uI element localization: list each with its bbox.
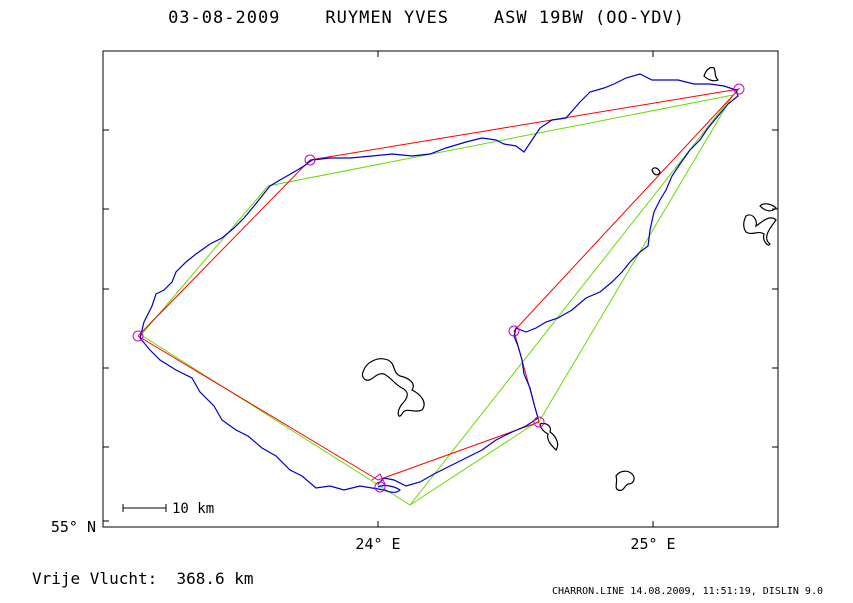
turnpoints bbox=[132, 83, 745, 493]
declared-route bbox=[140, 94, 735, 506]
map-frame bbox=[102, 50, 779, 528]
lake-center bbox=[361, 358, 425, 417]
flight-date: 03-08-2009 bbox=[168, 8, 281, 28]
lake-east bbox=[743, 214, 777, 246]
scale-bar: 10 km bbox=[122, 501, 214, 517]
longitude-label-24: 24° E bbox=[355, 535, 400, 553]
lake-mid bbox=[651, 167, 661, 176]
longitude-label-25: 25° E bbox=[630, 535, 675, 553]
flight-title: 03-08-2009 RUYMEN YVES ASW 19BW (OO-YDV) bbox=[0, 8, 853, 28]
gps-track bbox=[139, 73, 739, 493]
turnpoint-3 bbox=[733, 83, 745, 95]
footer-time: 11:51:19, bbox=[702, 586, 757, 597]
optimized-route bbox=[137, 88, 741, 481]
footer-source: CHARRON.LINE bbox=[552, 586, 625, 597]
axis-ticks bbox=[103, 51, 778, 527]
latitude-label: 55° N bbox=[51, 518, 96, 536]
turnpoint-1 bbox=[132, 330, 144, 342]
lake-south bbox=[539, 422, 559, 451]
plot-footer: CHARRON.LINE 14.08.2009, 11:51:19, DISLI… bbox=[552, 586, 823, 597]
turnpoint-2 bbox=[304, 154, 316, 166]
flight-distance: Vrije Vlucht: 368.6 km bbox=[32, 569, 254, 588]
lake-east-small bbox=[759, 203, 777, 212]
turnpoint-4 bbox=[508, 325, 520, 337]
start-marker bbox=[371, 473, 387, 487]
glider-id: ASW 19BW (OO-YDV) bbox=[493, 8, 685, 28]
distance-label: Vrije Vlucht: bbox=[32, 569, 158, 588]
lake-northeast bbox=[703, 66, 720, 82]
turnpoint-5 bbox=[533, 416, 545, 428]
footer-date: 14.08.2009, bbox=[630, 586, 697, 597]
scale-bar-label: 10 km bbox=[172, 501, 214, 517]
declared-route-south bbox=[409, 94, 734, 506]
lake-southeast bbox=[615, 470, 635, 491]
terrain-outlines bbox=[361, 66, 777, 491]
turnpoint-6 bbox=[374, 481, 386, 493]
footer-library: DISLIN 9.0 bbox=[762, 586, 823, 597]
distance-value: 368.6 km bbox=[176, 569, 254, 588]
pilot-name: RUYMEN YVES bbox=[325, 8, 449, 28]
